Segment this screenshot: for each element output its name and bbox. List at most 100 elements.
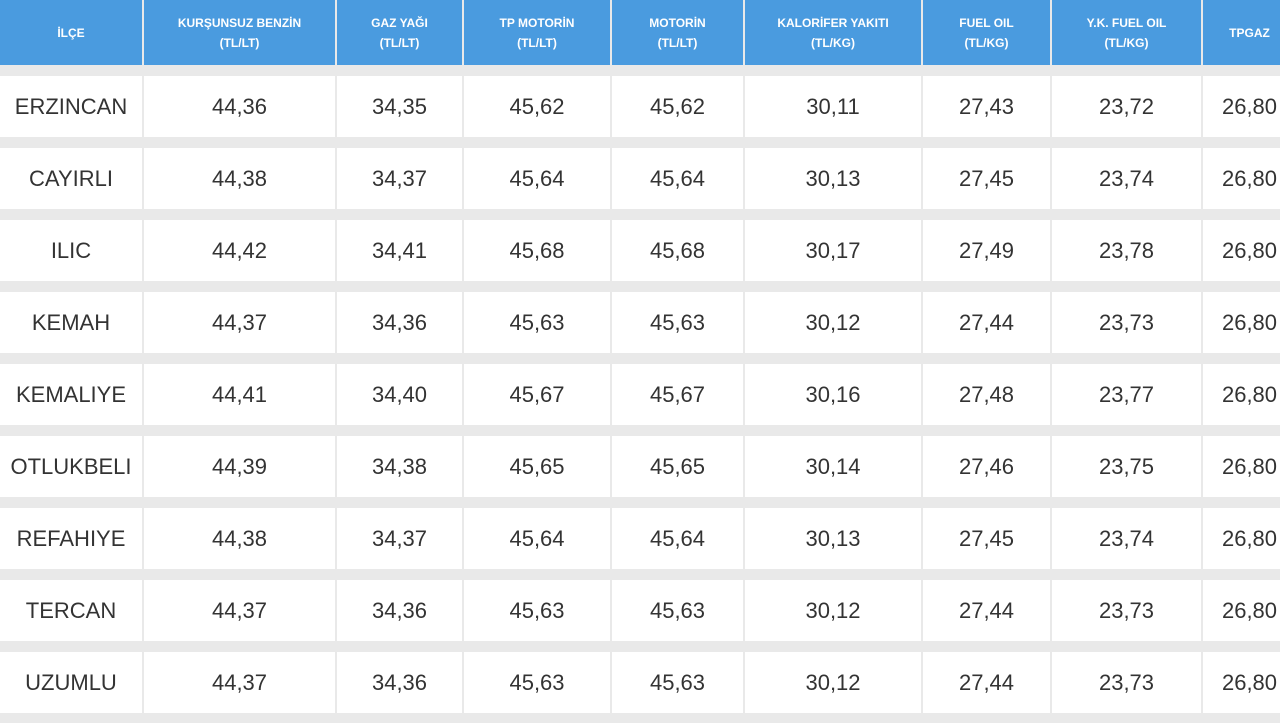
price-cell: 45,65 [464,436,610,497]
header-label: FUEL OIL [959,15,1014,30]
price-cell: 34,36 [337,580,462,641]
price-cell: 44,38 [144,508,335,569]
header-tpgaz: TPGAZ [1203,0,1280,65]
price-cell: 45,63 [464,652,610,713]
header-district-label: İLÇE [57,25,85,40]
price-cell: 27,44 [923,652,1050,713]
header-tp-diesel: TP MOTORİN (TL/LT) [464,0,610,65]
price-cell: 30,12 [745,580,921,641]
price-cell: 30,13 [745,148,921,209]
price-cell: 26,80 [1203,220,1280,281]
price-cell: 23,74 [1052,148,1201,209]
price-cell: 34,37 [337,148,462,209]
header-unit: (TL/LT) [657,35,698,50]
price-cell: 27,48 [923,364,1050,425]
header-unit: (TL/LT) [517,35,557,50]
price-cell: 34,38 [337,436,462,497]
header-label: Y.K. FUEL OIL [1086,15,1167,30]
price-cell: 27,45 [923,508,1050,569]
header-unit: (TL/KG) [1104,35,1149,50]
header-district: İLÇE [0,0,142,65]
price-cell: 45,64 [464,508,610,569]
price-cell: 23,73 [1052,580,1201,641]
price-cell: 44,39 [144,436,335,497]
price-cell: 23,72 [1052,76,1201,137]
price-cell: 30,17 [745,220,921,281]
price-cell: 26,80 [1203,436,1280,497]
price-cell: 30,11 [745,76,921,137]
price-cell: 45,62 [464,76,610,137]
price-cell: 30,12 [745,652,921,713]
price-cell: 45,63 [464,580,610,641]
price-cell: 45,63 [464,292,610,353]
price-cell: 45,64 [612,508,743,569]
price-cell: 45,64 [612,148,743,209]
district-cell: ERZINCAN [0,76,142,137]
district-cell: KEMALIYE [0,364,142,425]
price-cell: 23,77 [1052,364,1201,425]
header-label: MOTORİN [649,15,706,30]
price-cell: 44,37 [144,652,335,713]
district-cell: KEMAH [0,292,142,353]
price-cell: 44,36 [144,76,335,137]
price-cell: 26,80 [1203,364,1280,425]
price-cell: 44,41 [144,364,335,425]
price-cell: 30,13 [745,508,921,569]
price-cell: 23,75 [1052,436,1201,497]
price-cell: 34,35 [337,76,462,137]
price-cell: 27,44 [923,580,1050,641]
price-cell: 27,49 [923,220,1050,281]
price-cell: 27,46 [923,436,1050,497]
price-cell: 34,41 [337,220,462,281]
header-hs-fuel-oil: Y.K. FUEL OIL (TL/KG) [1052,0,1201,65]
price-cell: 34,36 [337,292,462,353]
header-label: GAZ YAĞI [371,15,428,30]
price-cell: 45,67 [464,364,610,425]
price-cell: 44,38 [144,148,335,209]
price-cell: 45,68 [612,220,743,281]
price-cell: 45,63 [612,580,743,641]
price-cell: 23,73 [1052,292,1201,353]
price-cell: 34,36 [337,652,462,713]
district-cell: CAYIRLI [0,148,142,209]
price-cell: 26,80 [1203,508,1280,569]
price-cell: 44,37 [144,580,335,641]
district-cell: OTLUKBELI [0,436,142,497]
header-label: TPGAZ [1229,25,1270,40]
price-cell: 26,80 [1203,148,1280,209]
header-label: KALORİFER YAKITI [777,15,889,30]
price-cell: 45,63 [612,292,743,353]
price-cell: 34,40 [337,364,462,425]
district-cell: UZUMLU [0,652,142,713]
header-label: TP MOTORİN [499,15,575,30]
price-cell: 45,62 [612,76,743,137]
price-cell: 45,64 [464,148,610,209]
district-cell: REFAHIYE [0,508,142,569]
price-cell: 30,12 [745,292,921,353]
price-cell: 26,80 [1203,652,1280,713]
price-cell: 34,37 [337,508,462,569]
price-cell: 26,80 [1203,292,1280,353]
price-cell: 44,37 [144,292,335,353]
price-cell: 30,14 [745,436,921,497]
price-cell: 30,16 [745,364,921,425]
price-cell: 27,43 [923,76,1050,137]
header-unit: (TL/LT) [219,35,260,50]
price-cell: 27,45 [923,148,1050,209]
district-cell: ILIC [0,220,142,281]
price-cell: 27,44 [923,292,1050,353]
header-kerosene: GAZ YAĞI (TL/LT) [337,0,462,65]
price-cell: 23,78 [1052,220,1201,281]
price-cell: 23,74 [1052,508,1201,569]
header-unit: (TL/LT) [379,35,420,50]
price-cell: 26,80 [1203,76,1280,137]
price-cell: 45,65 [612,436,743,497]
district-cell: TERCAN [0,580,142,641]
header-unit: (TL/KG) [964,35,1009,50]
price-cell: 45,68 [464,220,610,281]
price-cell: 44,42 [144,220,335,281]
price-cell: 45,67 [612,364,743,425]
header-fuel-oil: FUEL OIL (TL/KG) [923,0,1050,65]
header-heating-fuel: KALORİFER YAKITI (TL/KG) [745,0,921,65]
